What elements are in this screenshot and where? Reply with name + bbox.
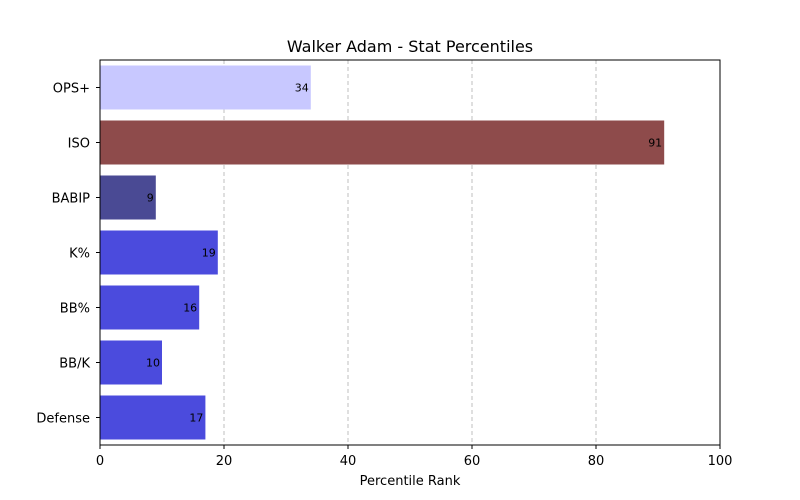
chart-title: Walker Adam - Stat Percentiles (287, 37, 533, 56)
bar-bb-k (100, 340, 162, 385)
x-tick-label: 0 (96, 454, 104, 469)
bars: 34 91 9 19 16 10 17 (100, 65, 665, 440)
bar-value-label: 10 (146, 357, 160, 370)
bar-bb- (100, 285, 200, 330)
y-tick-label: OPS+ (53, 82, 90, 97)
x-axis-label: Percentile Rank (360, 474, 461, 489)
y-tick-label: Defense (36, 412, 90, 427)
x-tick-label: 40 (340, 454, 357, 469)
y-tick-label: BB% (60, 302, 90, 317)
x-tick-label: 80 (588, 454, 605, 469)
bar-k- (100, 230, 218, 275)
y-axis: OPS+ ISO BABIP K% BB% BB/K Defense (36, 82, 100, 427)
x-tick-label: 60 (464, 454, 481, 469)
bar-value-label: 19 (202, 247, 216, 260)
bar-ops- (100, 65, 311, 110)
y-tick-label: BB/K (59, 357, 90, 372)
bar-value-label: 91 (648, 137, 662, 150)
bar-value-label: 17 (189, 412, 203, 425)
bar-value-label: 9 (147, 192, 154, 205)
bar-babip (100, 175, 156, 220)
bar-value-label: 16 (183, 302, 197, 315)
x-tick-label: 20 (216, 454, 233, 469)
y-tick-label: K% (69, 247, 90, 262)
y-tick-label: BABIP (52, 192, 91, 207)
bar-value-label: 34 (295, 82, 309, 95)
x-axis: 0 20 40 60 80 100 (96, 445, 733, 469)
x-tick-label: 100 (708, 454, 733, 469)
gridlines (223, 60, 597, 445)
bar-defense (100, 395, 206, 440)
bar-iso (100, 120, 665, 165)
y-tick-label: ISO (68, 137, 90, 152)
